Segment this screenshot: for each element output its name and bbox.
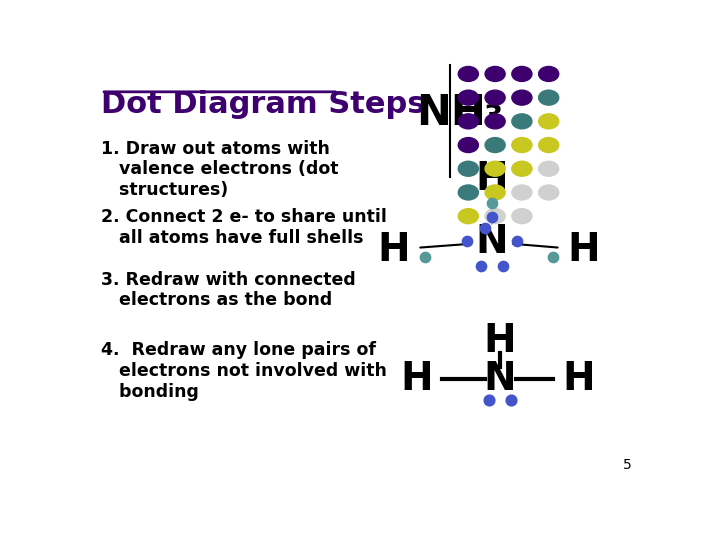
Circle shape <box>512 114 532 129</box>
Text: N: N <box>475 222 508 260</box>
Text: N: N <box>484 360 516 398</box>
Circle shape <box>485 90 505 105</box>
Circle shape <box>485 66 505 82</box>
Circle shape <box>458 90 478 105</box>
Circle shape <box>512 208 532 224</box>
Circle shape <box>458 66 478 82</box>
Point <box>461 237 472 245</box>
Text: 1. Draw out atoms with
   valence electrons (dot
   structures): 1. Draw out atoms with valence electrons… <box>101 140 338 199</box>
Point <box>479 224 490 233</box>
Text: 3: 3 <box>483 103 503 131</box>
Circle shape <box>458 161 478 176</box>
Circle shape <box>485 138 505 152</box>
Text: Dot Diagram Steps: Dot Diagram Steps <box>101 90 426 119</box>
Circle shape <box>458 208 478 224</box>
Circle shape <box>485 185 505 200</box>
Text: NH: NH <box>416 92 486 134</box>
Circle shape <box>458 185 478 200</box>
Text: 5: 5 <box>623 458 631 472</box>
Circle shape <box>485 208 505 224</box>
Text: 2. Connect 2 e- to share until
   all atoms have full shells: 2. Connect 2 e- to share until all atoms… <box>101 208 387 247</box>
Circle shape <box>458 114 478 129</box>
Circle shape <box>539 138 559 152</box>
Text: 4.  Redraw any lone pairs of
   electrons not involved with
   bonding: 4. Redraw any lone pairs of electrons no… <box>101 341 387 401</box>
Text: H: H <box>567 231 600 269</box>
Circle shape <box>485 114 505 129</box>
Point <box>486 212 498 221</box>
Point <box>505 396 517 404</box>
Text: H: H <box>484 322 516 360</box>
Text: H: H <box>400 360 433 398</box>
Point <box>497 261 508 270</box>
Point <box>512 237 523 245</box>
Circle shape <box>512 185 532 200</box>
Circle shape <box>512 66 532 82</box>
Circle shape <box>539 161 559 176</box>
Text: H: H <box>378 231 410 269</box>
Point <box>547 253 559 262</box>
Circle shape <box>512 138 532 152</box>
Circle shape <box>539 66 559 82</box>
Circle shape <box>485 161 505 176</box>
Circle shape <box>539 114 559 129</box>
Point <box>486 199 498 207</box>
Circle shape <box>512 161 532 176</box>
Circle shape <box>512 90 532 105</box>
Point <box>483 396 495 404</box>
Point <box>475 261 487 270</box>
Circle shape <box>458 138 478 152</box>
Text: H: H <box>562 360 595 398</box>
Text: 3. Redraw with connected
   electrons as the bond: 3. Redraw with connected electrons as th… <box>101 271 356 309</box>
Circle shape <box>539 90 559 105</box>
Circle shape <box>539 185 559 200</box>
Point <box>419 253 431 262</box>
Text: H: H <box>475 160 508 198</box>
